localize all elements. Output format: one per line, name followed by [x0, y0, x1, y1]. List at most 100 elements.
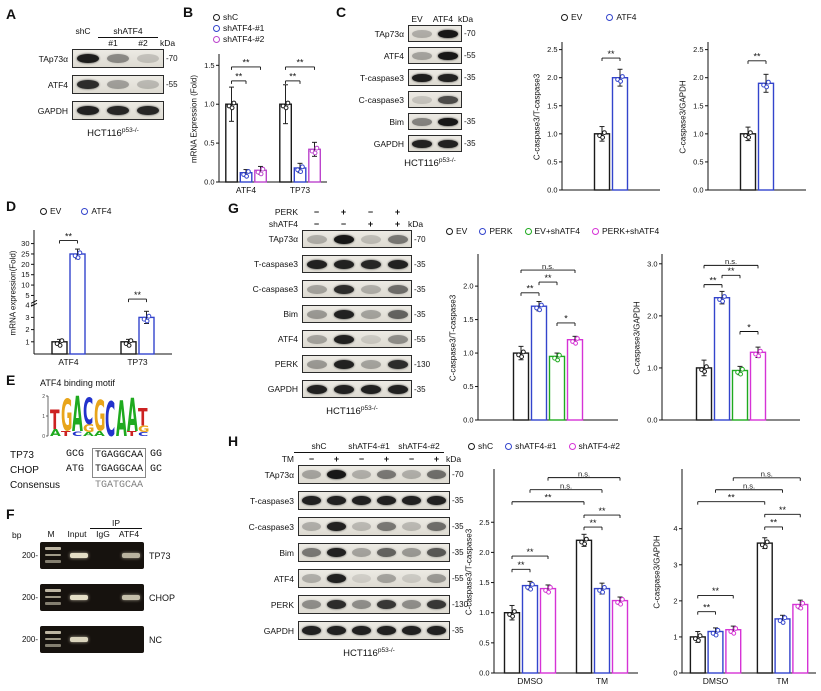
x-category-label: ATF4 [58, 357, 78, 367]
blot-row: T-caspase3 -35 [238, 491, 468, 510]
motif-sequence: TGATGCAA [66, 478, 150, 494]
kda-marker: -35 [464, 139, 476, 148]
gel-strip-row: 200- CHOP [12, 584, 182, 611]
blot-row: ATF4 -55 [350, 47, 490, 64]
blot-band [302, 626, 321, 635]
blot-band [333, 384, 354, 394]
blot-band [106, 80, 130, 89]
motif-title: ATF4 binding motif [40, 378, 115, 388]
bar-chart-G1: 0.0 0.5 1.0 1.5 2.0 C-caspase3/T-caspase3 ** **… [448, 246, 622, 431]
y-tick-label: 1.0 [547, 129, 557, 138]
gel-col-label: Input [67, 529, 87, 539]
blot-band [438, 51, 458, 60]
blot-row: Bim -35 [242, 305, 430, 323]
legend-label: shC [223, 12, 239, 22]
blot-row: GAPDH -35 [242, 380, 430, 398]
blot-band [333, 284, 354, 294]
bar [548, 355, 566, 421]
gel-band [121, 553, 141, 558]
x-category-label: TP73 [290, 185, 311, 195]
blot-band [306, 334, 327, 344]
sig-label: ** [235, 72, 243, 82]
data-point [702, 369, 707, 374]
data-point [300, 164, 305, 170]
logo-letter: C [138, 431, 149, 437]
blot-row: C-caspase3 -35 [242, 280, 430, 298]
legend-item: EV [40, 206, 61, 216]
blot-row-label: Bim [279, 547, 294, 558]
sig-label: ** [289, 72, 297, 82]
kda-marker: -35 [464, 117, 476, 126]
legend-marker [468, 442, 475, 450]
y-axis-label: C-caspase3/GAPDH [653, 535, 662, 609]
motif-post: GG [150, 449, 163, 460]
y-tick-label: 0.0 [479, 669, 489, 678]
legend-label: shC [478, 441, 494, 451]
data-point [731, 630, 737, 636]
bar [521, 584, 539, 674]
blot-band [76, 80, 100, 89]
condition-row: shATF4 − − + + [242, 218, 430, 230]
y-tick-label: 2.0 [647, 311, 657, 320]
condition-value: + [394, 207, 401, 217]
blot-row-label: Bim [283, 309, 298, 319]
blot-row-label: TAp73α [374, 28, 404, 39]
kda-marker: -35 [414, 384, 426, 394]
condition-value: + [383, 454, 390, 464]
motif-row: CHOP ATG TGAGGCAA GC [10, 463, 162, 478]
blot-strip [408, 69, 462, 86]
kda-header: kDa [408, 219, 424, 229]
y-tick-label: 4 [673, 524, 677, 533]
motif-pre [66, 478, 92, 494]
kda-marker: -35 [414, 284, 426, 294]
blot-strip [302, 305, 412, 323]
blot-band [76, 54, 100, 63]
blot-band [302, 496, 321, 505]
motif-alignment-table: TP73 GCG TGAGGCAA GG CHOP ATG TGAGGCAA GC Consen… [10, 448, 162, 494]
blot-band [327, 626, 346, 635]
blot-band [327, 522, 346, 531]
blot-band [438, 29, 458, 38]
caption-superscript: p53-/- [438, 157, 456, 164]
condition-row: PERK − + − + [242, 206, 430, 218]
data-point [764, 84, 769, 90]
condition-label: PERK [274, 207, 298, 217]
blot-band [402, 600, 421, 609]
y-tick-label: 1 [673, 632, 677, 641]
panel-B: B shC shATF4-#1 shATF4-#2 0.0 0.5 1.0 1.5 mRNA… [183, 4, 335, 198]
gel-band [121, 595, 141, 600]
bar-chart-svg: 0.0 0.5 1.0 1.5 2.0 2.5 C-caspase3/T-caspase3 *… [533, 42, 660, 195]
sig-label: ** [770, 518, 778, 528]
motif-core: TGAGGCAA [92, 448, 147, 463]
blot-band [427, 626, 446, 635]
western-blot-G: PERK − + − + shATF4 − − + + TAp73α -70 T-caspase3 -35… [242, 206, 430, 417]
motif-name: TP73 [10, 449, 34, 461]
y-tick-label: 3 [25, 313, 29, 322]
motif-pre: ATG [66, 464, 85, 475]
blot-row-label: TAp73α [264, 469, 294, 480]
blot-band [412, 95, 432, 104]
gel-band [69, 595, 89, 600]
blot-band [402, 470, 421, 479]
blot-band [412, 73, 432, 82]
sig-label: ** [709, 275, 717, 285]
kda-marker: -35 [452, 496, 464, 505]
legend-marker [81, 207, 89, 215]
blot-band [412, 51, 432, 60]
panel-letter-D: D [6, 198, 17, 214]
gel-band [69, 553, 89, 558]
data-point [312, 150, 318, 156]
blot-band [427, 522, 446, 531]
legend-marker [606, 13, 614, 21]
blot-band [427, 548, 446, 557]
bar-chart-H1: 0.0 0.5 1.0 1.5 2.0 2.5 C-caspase3/T-caspase3 D… [464, 461, 642, 691]
blot-row: Bim -35 [238, 543, 468, 562]
legend-D: EV ATF4 [40, 206, 112, 216]
logo-letter: A [72, 390, 83, 442]
legend-marker [213, 24, 220, 32]
legend-marker [591, 227, 599, 235]
blot-band [306, 359, 327, 369]
kda-marker: -130 [414, 359, 431, 369]
gel-strip-row: 200- NC [12, 626, 182, 653]
data-point [715, 627, 721, 633]
